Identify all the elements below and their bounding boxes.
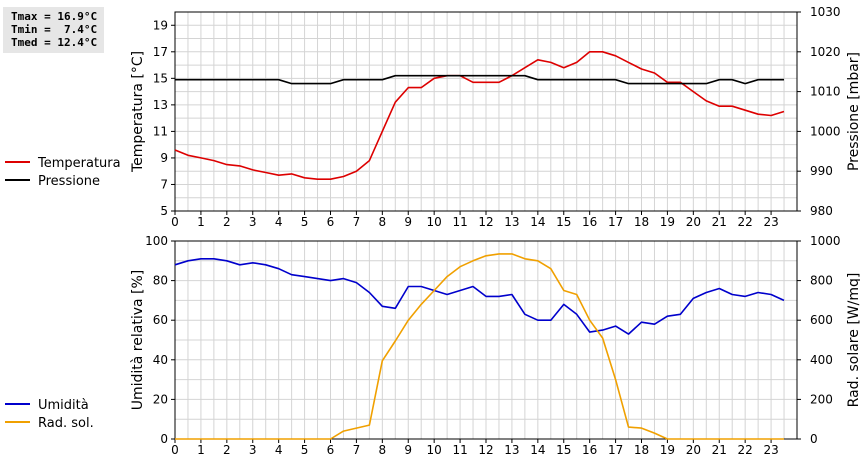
y-tick-label: 20 xyxy=(153,392,168,406)
x-tick-label: 5 xyxy=(301,215,309,229)
x-tick-label: 9 xyxy=(404,443,412,457)
tmed-text: Tmed = 12.4°C xyxy=(11,36,98,49)
x-tick-label: 14 xyxy=(530,215,545,229)
y2-tick-label: 400 xyxy=(810,353,833,367)
x-tick-label: 21 xyxy=(712,215,727,229)
legend-label-umidit: Umidità xyxy=(38,398,89,413)
x-tick-label: 12 xyxy=(478,443,493,457)
y-tick-label: 17 xyxy=(153,45,168,59)
x-tick-label: 18 xyxy=(634,215,649,229)
legend-label-rad-sol: Rad. sol. xyxy=(38,416,94,431)
y-axis-title: Temperatura [°C] xyxy=(130,51,146,173)
x-tick-label: 13 xyxy=(504,215,519,229)
stats-box: Tmax = 16.9°C Tmin = 7.4°C Tmed = 12.4°C xyxy=(3,7,104,53)
y-tick-label: 13 xyxy=(153,98,168,112)
x-tick-label: 0 xyxy=(171,443,179,457)
x-tick-label: 12 xyxy=(478,215,493,229)
x-tick-label: 21 xyxy=(712,443,727,457)
x-tick-label: 3 xyxy=(249,215,257,229)
y2-tick-label: 1000 xyxy=(810,124,841,138)
legend-label-pressione: Pressione xyxy=(38,174,100,189)
series-line-pressione xyxy=(175,74,784,85)
x-tick-label: 11 xyxy=(452,215,467,229)
x-tick-label: 16 xyxy=(582,215,597,229)
x-tick-label: 5 xyxy=(301,443,309,457)
x-tick-label: 4 xyxy=(275,443,283,457)
y2-tick-label: 1010 xyxy=(810,85,841,99)
y-tick-label: 19 xyxy=(153,18,168,32)
x-tick-label: 4 xyxy=(275,215,283,229)
chart-panel-1: 0 1 2 3 4 5 6 7 8 9 10 11 12 13 14 15 16 17 18 19 20 21 22 2357… xyxy=(5,5,860,229)
y2-axis-title: Rad. solare [W/mq] xyxy=(846,273,860,408)
y2-axis-title: Pressione [mbar] xyxy=(846,52,860,171)
y2-tick-label: 990 xyxy=(810,164,833,178)
y2-tick-label: 200 xyxy=(810,392,833,406)
y-tick-label: 100 xyxy=(145,234,168,248)
y-tick-label: 11 xyxy=(153,124,168,138)
x-tick-label: 7 xyxy=(353,215,361,229)
x-tick-label: 11 xyxy=(452,443,467,457)
tmax-text: Tmax = 16.9°C xyxy=(11,10,98,23)
y2-tick-label: 1000 xyxy=(810,234,841,248)
series-line-umidit xyxy=(174,257,785,335)
x-tick-label: 10 xyxy=(427,443,442,457)
x-tick-label: 15 xyxy=(556,443,571,457)
series-line-temperatura xyxy=(174,50,785,180)
x-tick-label: 7 xyxy=(353,443,361,457)
x-tick-label: 14 xyxy=(530,443,545,457)
y-tick-label: 7 xyxy=(160,177,168,191)
x-tick-label: 22 xyxy=(738,215,753,229)
y2-tick-label: 600 xyxy=(810,313,833,327)
x-tick-label: 22 xyxy=(738,443,753,457)
y2-tick-label: 800 xyxy=(810,274,833,288)
x-tick-label: 15 xyxy=(556,215,571,229)
x-tick-label: 16 xyxy=(582,443,597,457)
x-tick-label: 2 xyxy=(223,215,231,229)
y2-tick-label: 1030 xyxy=(810,5,841,19)
x-tick-label: 20 xyxy=(686,443,701,457)
chart-panel-2: 0 1 2 3 4 5 6 7 8 9 10 11 12 13 14 15 16 17 18 19 20 21 22 2302… xyxy=(5,234,860,457)
y-tick-label: 80 xyxy=(153,274,168,288)
series-line-rad-sol xyxy=(175,253,784,440)
x-tick-label: 10 xyxy=(427,215,442,229)
x-tick-label: 6 xyxy=(327,215,335,229)
y-tick-label: 0 xyxy=(160,432,168,446)
x-tick-label: 6 xyxy=(327,443,335,457)
x-tick-label: 9 xyxy=(404,215,412,229)
y-tick-label: 40 xyxy=(153,353,168,367)
x-tick-label: 18 xyxy=(634,443,649,457)
y2-tick-label: 980 xyxy=(810,204,833,218)
y-tick-label: 5 xyxy=(160,204,168,218)
x-tick-label: 19 xyxy=(660,443,675,457)
x-tick-label: 8 xyxy=(379,215,387,229)
y2-tick-label: 1020 xyxy=(810,45,841,59)
x-tick-label: 3 xyxy=(249,443,257,457)
x-tick-label: 17 xyxy=(608,215,623,229)
y2-tick-label: 0 xyxy=(810,432,818,446)
x-tick-label: 20 xyxy=(686,215,701,229)
x-tick-label: 23 xyxy=(763,215,778,229)
x-tick-label: 17 xyxy=(608,443,623,457)
x-tick-label: 1 xyxy=(197,215,205,229)
y-tick-label: 60 xyxy=(153,313,168,327)
x-tick-label: 0 xyxy=(171,215,179,229)
x-tick-label: 19 xyxy=(660,215,675,229)
x-tick-label: 8 xyxy=(379,443,387,457)
tmin-text: Tmin = 7.4°C xyxy=(11,23,98,36)
x-tick-label: 13 xyxy=(504,443,519,457)
y-tick-label: 15 xyxy=(153,71,168,85)
x-tick-label: 23 xyxy=(763,443,778,457)
y-tick-label: 9 xyxy=(160,151,168,165)
y-axis-title: Umidità relativa [%] xyxy=(130,270,146,411)
x-tick-label: 2 xyxy=(223,443,231,457)
x-tick-label: 1 xyxy=(197,443,205,457)
legend-label-temperatura: Temperatura xyxy=(37,156,121,171)
